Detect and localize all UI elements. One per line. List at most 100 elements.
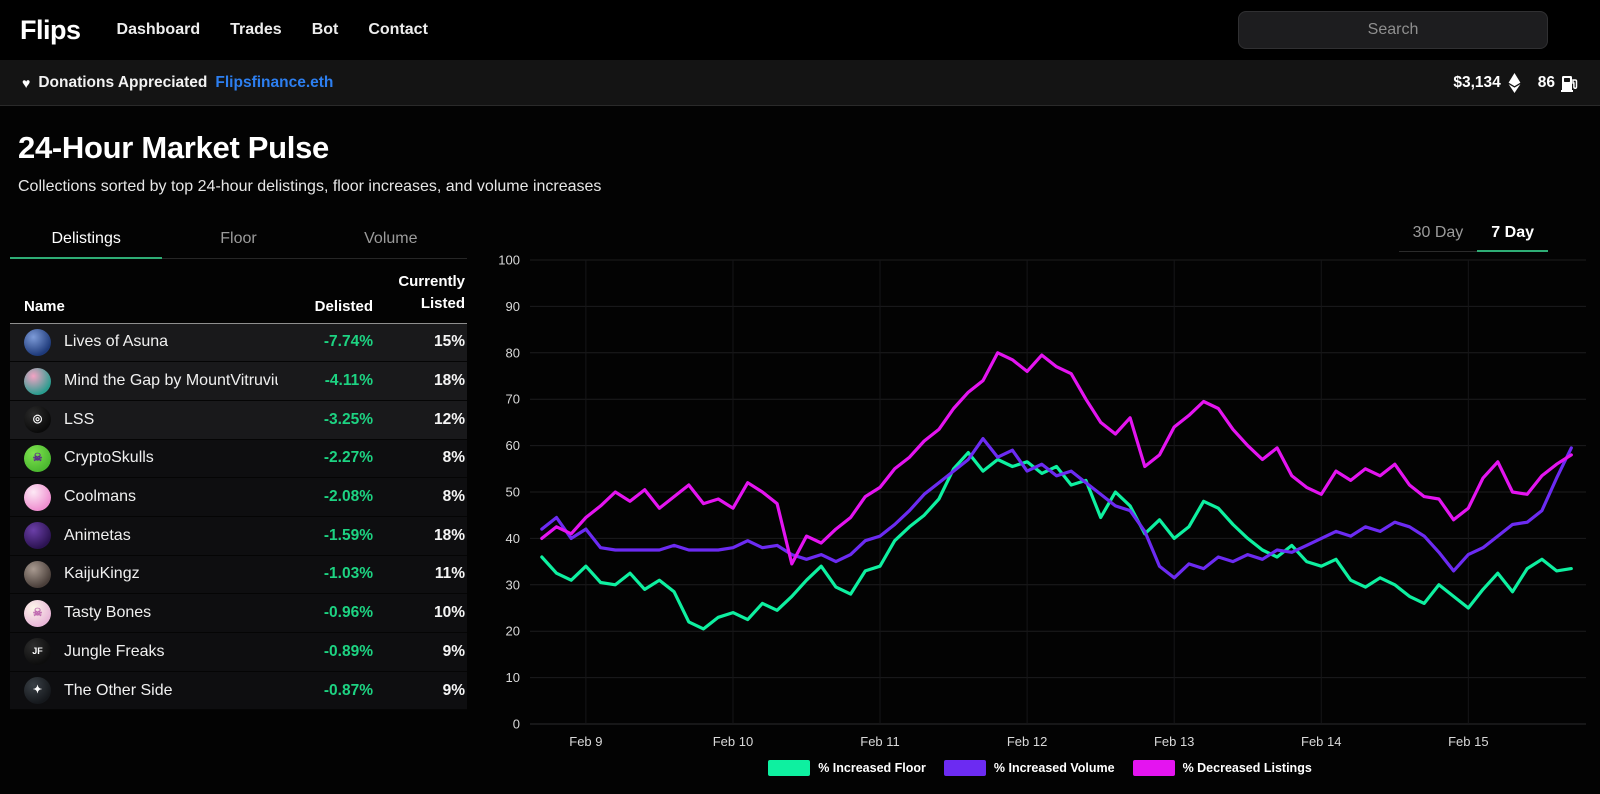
- column-header-currently: Currently: [398, 273, 465, 290]
- currently-listed-percent: 18%: [433, 372, 465, 390]
- table-row[interactable]: Lives of Asuna -7.74% 15%: [10, 323, 467, 363]
- y-axis-tick-label: 40: [506, 531, 520, 546]
- table-row[interactable]: KaijuKingz -1.03% 11%: [10, 555, 467, 595]
- jungle-freaks-icon: JF: [24, 638, 51, 666]
- collection-name: Lives of Asuna: [64, 333, 169, 351]
- currently-listed-percent: 8%: [442, 449, 465, 467]
- column-header-name: Name: [24, 297, 65, 315]
- currently-listed-percent: 15%: [433, 333, 465, 351]
- tab-volume[interactable]: Volume: [314, 224, 467, 259]
- delisted-percent: -4.11%: [324, 372, 373, 390]
- delisted-percent: -0.89%: [323, 642, 373, 660]
- legend-item: % Decreased Listings: [1132, 760, 1312, 776]
- legend-swatch: [768, 760, 811, 776]
- tasty-bones-icon: ☠: [24, 599, 51, 627]
- top-nav: Flips Dashboard Trades Bot Contact: [0, 0, 1600, 60]
- collection-name: Coolmans: [64, 488, 137, 506]
- currently-listed-percent: 10%: [433, 604, 465, 622]
- table-row[interactable]: Animetas -1.59% 18%: [10, 516, 467, 556]
- y-axis-tick-label: 10: [506, 670, 520, 685]
- icon-glyph: ✦: [32, 684, 43, 697]
- chart-legend: % Increased Floor % Increased Volume % Dec…: [490, 760, 1590, 776]
- series-line--increased-volume: [540, 437, 1573, 580]
- delisted-percent: -2.27%: [323, 449, 373, 467]
- icon-glyph: ☠: [32, 606, 43, 619]
- table-row[interactable]: ☠ CryptoSkulls -2.27% 8%: [10, 439, 467, 479]
- kaijukingz-icon: [24, 560, 51, 588]
- nav-links: Dashboard Trades Bot Contact: [117, 21, 1238, 39]
- collection-name: Mind the Gap by MountVitruvius: [64, 372, 278, 390]
- x-axis-tick-label: Feb 11: [860, 734, 900, 749]
- x-axis-tick-label: Feb 10: [713, 734, 753, 749]
- y-axis-tick-label: 0: [513, 717, 520, 732]
- search-input[interactable]: [1238, 11, 1548, 49]
- icon-glyph: ◎: [32, 413, 43, 426]
- y-axis-tick-label: 20: [506, 624, 520, 639]
- y-axis-tick-label: 80: [506, 345, 520, 360]
- collections-tabs: Delistings Floor Volume: [10, 224, 467, 259]
- delisted-percent: -0.87%: [323, 681, 373, 699]
- delisted-percent: -7.74%: [323, 333, 373, 351]
- delisted-percent: -1.59%: [323, 526, 373, 544]
- market-pulse-chart-panel: 30 Day 7 Day 0 10 20 30 40 50 60 70 80 90 100 Feb 9 F…: [490, 214, 1590, 776]
- tab-delistings[interactable]: Delistings: [10, 224, 163, 259]
- eth-price: $3,134: [1453, 73, 1501, 91]
- column-header-listed: Listed: [420, 294, 465, 312]
- table-header: Name Delisted Currently Listed: [10, 259, 467, 324]
- table-row[interactable]: ✦ The Other Side -0.87% 9%: [10, 671, 467, 711]
- nav-link-dashboard[interactable]: Dashboard: [116, 21, 201, 38]
- ethereum-icon: [1508, 72, 1521, 93]
- lives-of-asuna-icon: [24, 328, 51, 356]
- currently-listed-percent: 9%: [442, 642, 465, 660]
- x-axis-tick-label: Feb 15: [1448, 734, 1488, 749]
- collection-name: Animetas: [64, 526, 131, 544]
- page-subtitle: Collections sorted by top 24-hour delist…: [18, 178, 602, 195]
- market-pulse-chart: 0 10 20 30 40 50 60 70 80 90 100 Feb 9 Feb 10 Feb 11 F…: [498, 253, 1586, 749]
- heart-icon: ♥: [22, 74, 31, 91]
- currently-listed-percent: 12%: [433, 410, 465, 428]
- range-tab-7-day[interactable]: 7 Day: [1477, 220, 1548, 252]
- range-tab-30-day[interactable]: 30 Day: [1398, 220, 1478, 252]
- table-row[interactable]: JF Jungle Freaks -0.89% 9%: [10, 633, 467, 672]
- x-axis-tick-label: Feb 9: [569, 734, 602, 749]
- delisted-percent: -1.03%: [323, 565, 373, 583]
- delisted-percent: -3.25%: [323, 410, 373, 428]
- app-logo[interactable]: Flips: [20, 14, 81, 45]
- y-axis-tick-label: 90: [506, 299, 520, 314]
- legend-swatch: [1132, 760, 1175, 776]
- the-other-side-icon: ✦: [24, 677, 51, 705]
- x-axis-tick-label: Feb 12: [1007, 734, 1047, 749]
- page-title: 24-Hour Market Pulse: [18, 130, 329, 165]
- table-row[interactable]: Coolmans -2.08% 8%: [10, 478, 467, 517]
- icon-glyph: ☠: [32, 451, 43, 464]
- y-axis-tick-label: 30: [506, 577, 520, 592]
- currently-listed-percent: 18%: [433, 526, 465, 544]
- cryptoskulls-icon: ☠: [24, 444, 51, 472]
- y-axis-tick-label: 100: [498, 253, 520, 268]
- donation-message-group: ♥ Donations Appreciated Flipsfinance.eth: [22, 74, 333, 92]
- nav-link-trades[interactable]: Trades: [230, 21, 282, 38]
- nav-link-bot[interactable]: Bot: [311, 21, 339, 38]
- nav-link-contact[interactable]: Contact: [368, 21, 428, 38]
- x-axis-tick-label: Feb 13: [1154, 734, 1194, 749]
- legend-label: % Increased Volume: [993, 761, 1115, 775]
- table-row[interactable]: ◎ LSS -3.25% 12%: [10, 400, 467, 440]
- tab-floor[interactable]: Floor: [162, 224, 315, 259]
- y-axis-tick-label: 60: [506, 438, 520, 453]
- collection-name: Jungle Freaks: [64, 642, 165, 660]
- collection-name: LSS: [64, 410, 95, 428]
- donation-banner: ♥ Donations Appreciated Flipsfinance.eth…: [0, 60, 1600, 106]
- main-content: Delistings Floor Volume Name Delisted Curr…: [0, 206, 1600, 776]
- collections-panel: Delistings Floor Volume Name Delisted Curr…: [10, 214, 467, 776]
- page-header: 24-Hour Market Pulse Collections sorted …: [0, 106, 1600, 206]
- chart-range-tabs: 30 Day 7 Day: [1398, 220, 1548, 252]
- table-row[interactable]: ☠ Tasty Bones -0.96% 10%: [10, 594, 467, 633]
- currently-listed-percent: 8%: [442, 488, 465, 506]
- legend-item: % Increased Floor: [768, 760, 926, 776]
- donation-address-link[interactable]: Flipsfinance.eth: [215, 73, 334, 91]
- legend-swatch: [943, 760, 986, 776]
- delisted-percent: -0.96%: [323, 604, 373, 622]
- table-row[interactable]: Mind the Gap by MountVitruvius -4.11% 18%: [10, 362, 467, 401]
- coolmans-icon: [24, 483, 51, 511]
- gas-pump-icon: [1561, 75, 1578, 92]
